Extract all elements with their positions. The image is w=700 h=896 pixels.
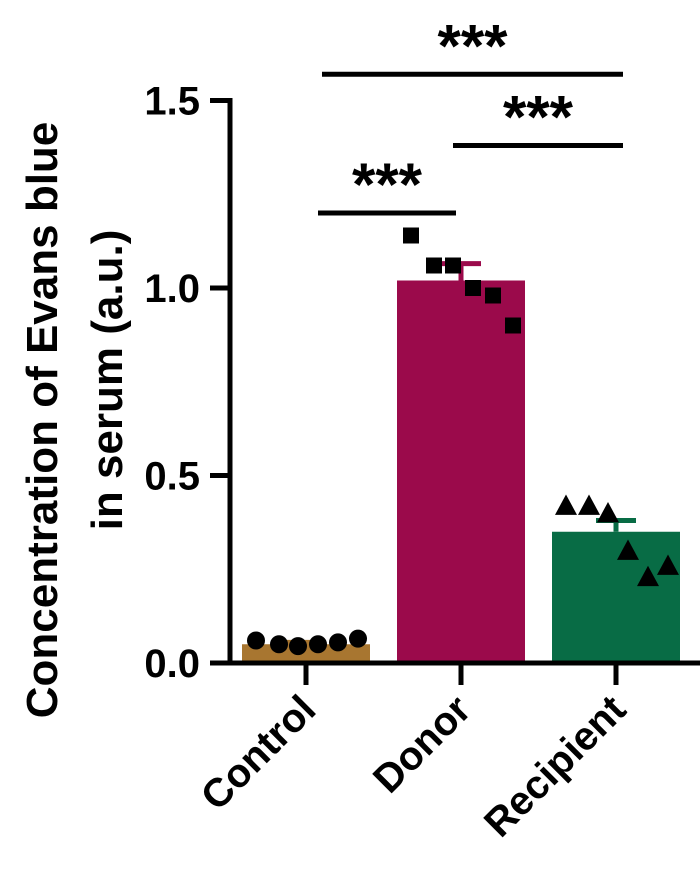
data-point-donor <box>403 227 419 244</box>
bar-recipient <box>552 531 680 663</box>
data-point-control <box>289 637 307 656</box>
x-tick-label-recipient: Recipient <box>476 687 634 845</box>
data-point-recipient <box>617 539 639 560</box>
data-point-donor <box>485 287 501 304</box>
x-tick-label-donor: Donor <box>365 687 479 801</box>
data-point-donor <box>465 280 481 296</box>
data-point-control <box>309 635 327 654</box>
data-point-control <box>349 629 367 648</box>
data-point-donor <box>505 317 521 334</box>
y-tick-label: 1.5 <box>144 80 200 124</box>
significance-label: *** <box>352 151 423 218</box>
y-ticks-layer: 0.0 0.5 1.0 1.5 <box>144 80 232 686</box>
significance-layer: ********* <box>318 12 623 218</box>
data-point-recipient <box>657 554 679 575</box>
y-axis-label: Concentration of Evans blue in serum (a.… <box>18 122 132 719</box>
bar-donor <box>397 280 525 663</box>
y-axis-label-line-1: Concentration of Evans blue <box>18 122 67 719</box>
data-point-recipient <box>555 494 577 515</box>
data-point-recipient <box>597 502 619 523</box>
data-point-donor <box>426 257 442 274</box>
data-point-control <box>329 633 347 652</box>
y-tick-label: 1.0 <box>144 267 200 311</box>
bars-layer <box>242 280 680 663</box>
y-axis-label-line-2: in serum (a.u.) <box>83 230 132 531</box>
data-point-control <box>247 631 265 650</box>
data-point-control <box>270 635 288 654</box>
significance-label: *** <box>503 84 574 151</box>
data-point-recipient <box>637 565 659 587</box>
y-tick-label: 0.0 <box>144 642 200 686</box>
data-point-donor <box>445 257 461 274</box>
x-tick-label-control: Control <box>193 687 325 819</box>
significance-label: *** <box>437 12 508 79</box>
data-points-layer <box>247 227 679 656</box>
y-tick-label: 0.5 <box>144 455 200 499</box>
data-point-recipient <box>578 494 600 515</box>
